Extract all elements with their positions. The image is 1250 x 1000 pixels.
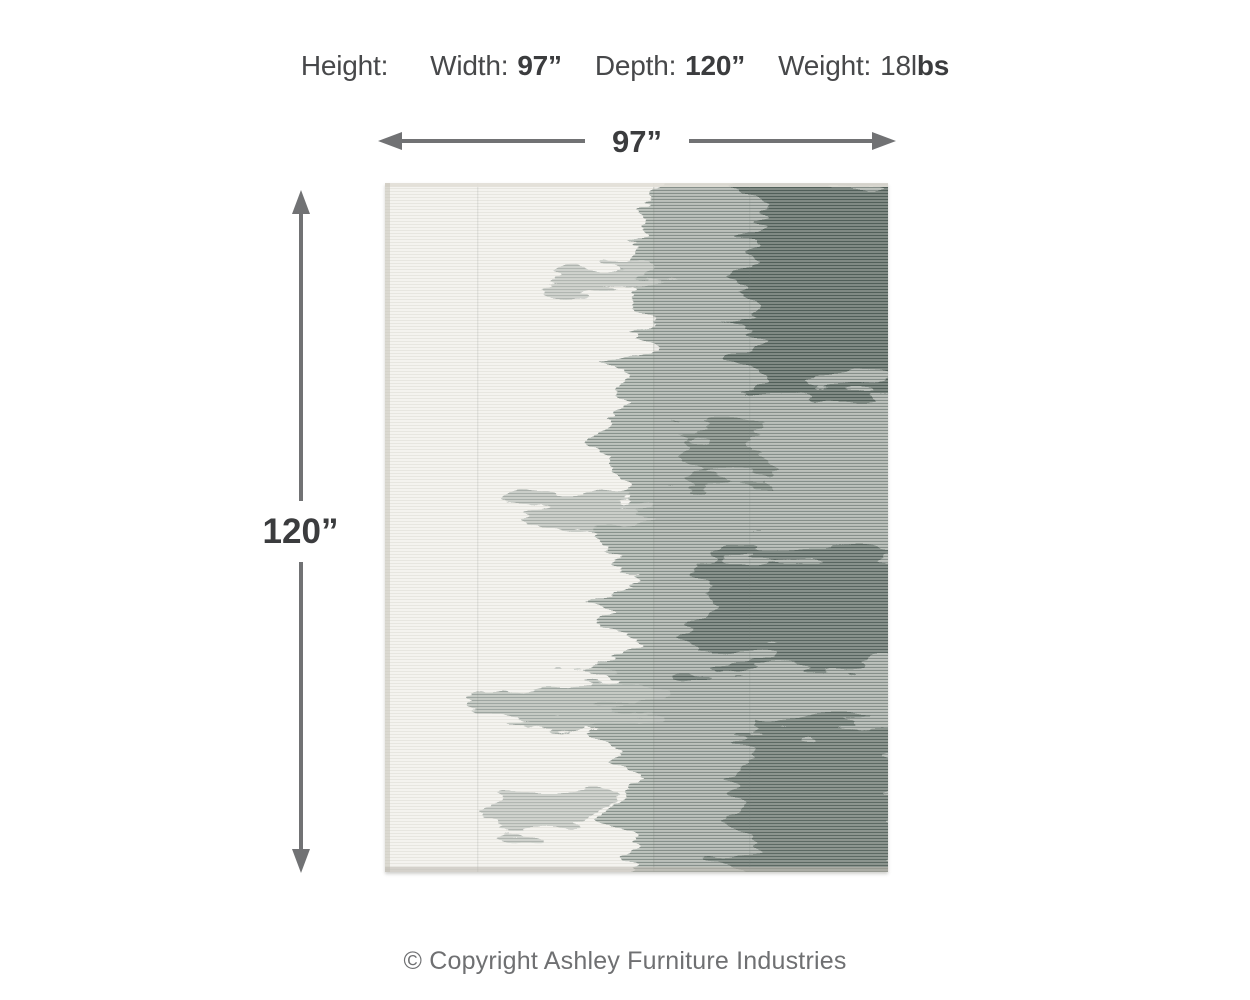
depth-label: Depth: (594, 50, 677, 81)
spec-field-depth: Depth: 120” (595, 50, 745, 82)
spec-field-width: Width: 97” (430, 50, 562, 82)
rug-product-image (385, 183, 888, 872)
width-value-bold: 97” (517, 50, 562, 81)
height-label: Height: (300, 50, 389, 81)
width-label: Width: (430, 50, 509, 81)
copyright-text: © Copyright Ashley Furniture Industries (403, 947, 847, 975)
weight-value: 18l (880, 50, 917, 81)
arrowhead-down-icon (291, 849, 310, 873)
arrow-line-bottom (298, 562, 303, 849)
width-dimension-arrow: 97” (378, 123, 897, 159)
spec-field-weight: Weight: 18l bs (778, 50, 949, 82)
spec-field-height: Height: (301, 50, 397, 82)
arrowhead-right-icon (872, 132, 897, 150)
arrow-line-top (298, 214, 303, 501)
arrowhead-up-icon (291, 190, 310, 214)
weight-value-bold: bs (916, 50, 950, 81)
depth-value-bold: 120” (685, 50, 746, 81)
arrow-line-right (689, 139, 873, 143)
spec-header: Height: Width: 97” Depth: 120” Weight: 1… (0, 50, 1250, 82)
weight-label: Weight: (778, 50, 872, 81)
rug-texture-graphic (385, 183, 888, 872)
height-dimension-arrow: 120” (250, 190, 351, 873)
arrowhead-left-icon (378, 132, 402, 150)
arrow-line-left (402, 139, 586, 143)
height-dimension-label: 120” (262, 512, 339, 551)
width-dimension-label: 97” (612, 123, 662, 159)
